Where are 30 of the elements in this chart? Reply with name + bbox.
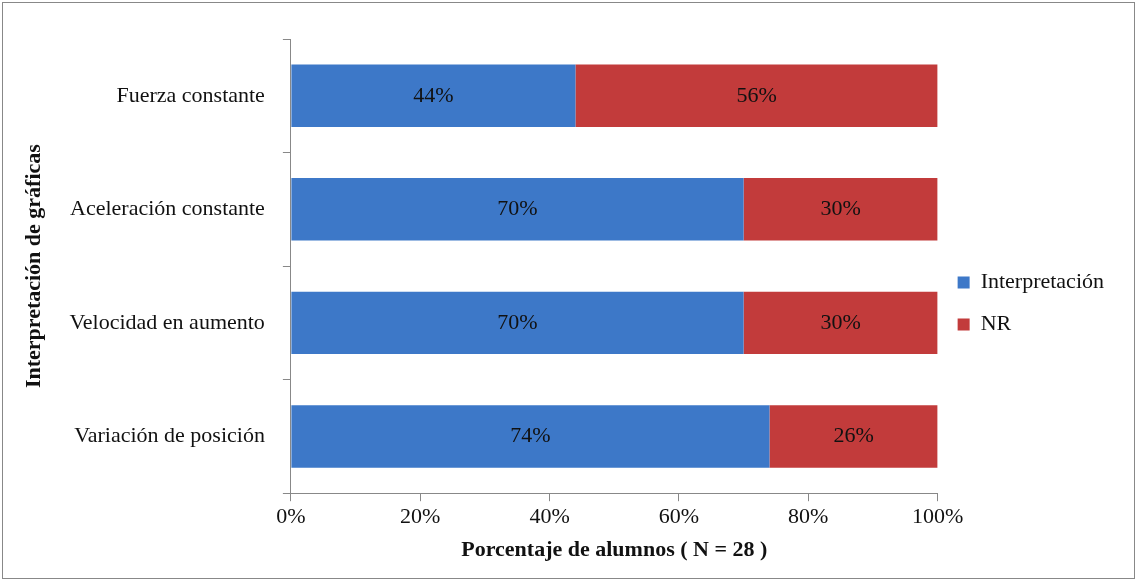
y-tick-label: Aceleración constante — [70, 195, 265, 221]
bar — [291, 291, 744, 355]
bar — [291, 178, 744, 241]
y-tick-label: Fuerza constante — [116, 81, 265, 107]
x-tick-label: 100% — [911, 503, 964, 529]
data-label: 70% — [497, 308, 538, 334]
y-axis-title: Interpretación de gráficas — [19, 143, 45, 389]
x-axis-title: Porcentaje de alumnos ( N = 28 ) — [461, 536, 768, 562]
y-tick-label: Velocidad en aumento — [69, 308, 265, 334]
data-label: 26% — [833, 422, 874, 448]
legend-label: Interpretación — [980, 268, 1104, 294]
data-label: 74% — [510, 422, 551, 448]
bar — [291, 405, 770, 468]
x-tick-label: 40% — [529, 503, 570, 529]
x-tick-label: 60% — [658, 503, 700, 529]
bar — [769, 405, 938, 468]
data-label: 30% — [820, 195, 861, 221]
bar — [575, 64, 938, 127]
data-label: 70% — [497, 195, 538, 221]
bar — [743, 291, 938, 355]
legend-label: NR — [980, 310, 1012, 336]
y-tick-label: Variación de posición — [74, 422, 265, 448]
data-label: 56% — [736, 81, 777, 107]
data-label: 44% — [413, 81, 454, 107]
x-tick-label: 0% — [276, 503, 306, 529]
x-tick-label: 20% — [400, 503, 441, 529]
bar — [291, 64, 576, 127]
data-label: 30% — [820, 308, 861, 334]
bar — [743, 178, 938, 241]
x-tick-label: 80% — [788, 503, 829, 529]
